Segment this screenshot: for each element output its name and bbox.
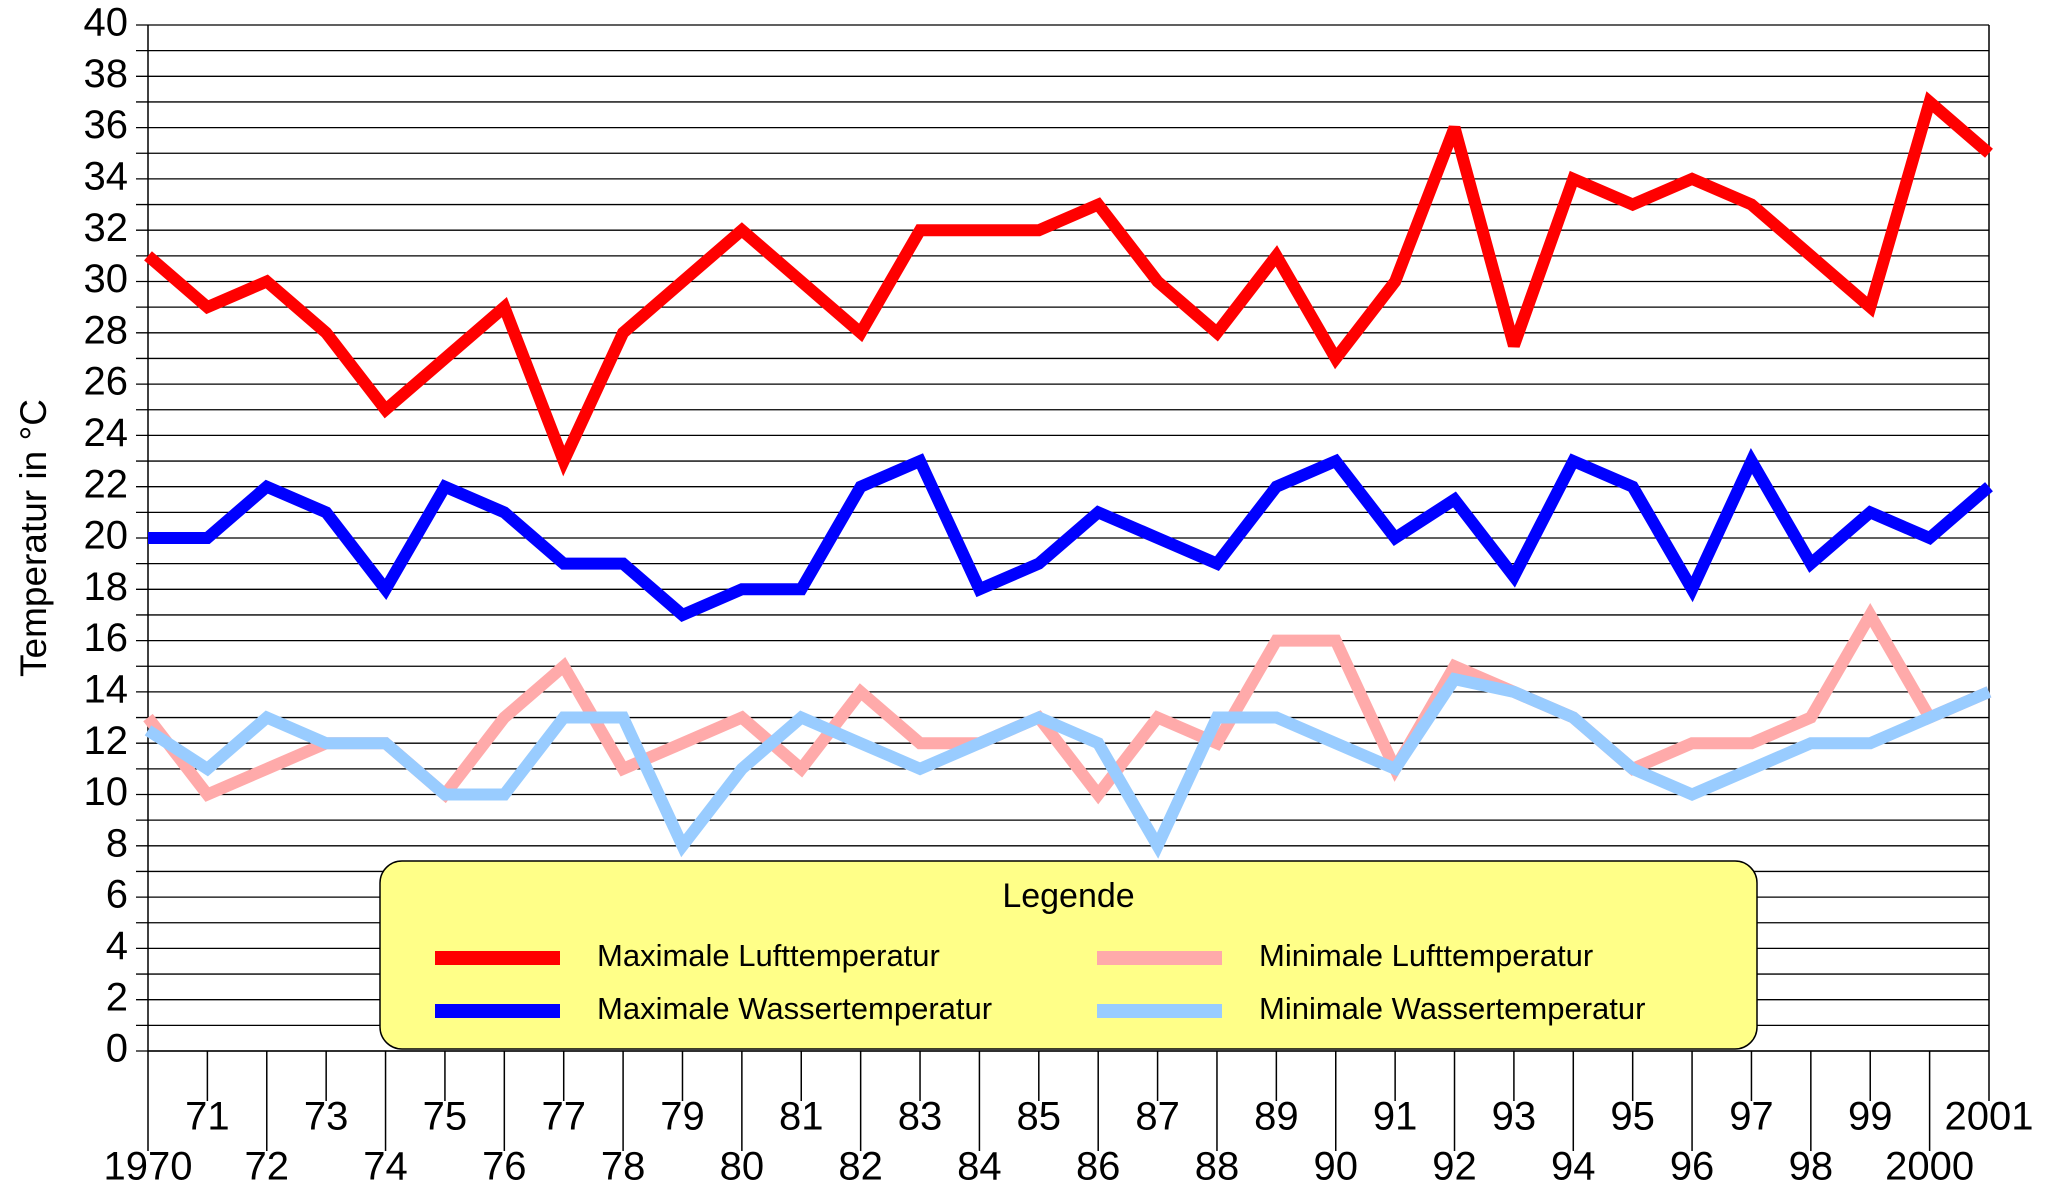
series-line bbox=[143, 602, 1992, 805]
x-tick-label: 94 bbox=[1551, 1145, 1596, 1188]
x-tick-label: 72 bbox=[245, 1145, 290, 1188]
y-tick-label: 20 bbox=[84, 514, 129, 558]
x-tick-label: 83 bbox=[898, 1095, 943, 1139]
y-tick-label: 28 bbox=[84, 308, 129, 352]
x-tick-label: 79 bbox=[660, 1095, 705, 1139]
y-tick-label: 12 bbox=[84, 719, 129, 763]
legend-label: Maximale Wassertemperatur bbox=[597, 991, 992, 1026]
y-tick-label: 40 bbox=[84, 1, 129, 45]
x-tick-label: 92 bbox=[1432, 1145, 1477, 1188]
y-tick-label: 10 bbox=[84, 770, 129, 814]
y-tick-label: 32 bbox=[84, 206, 129, 250]
legend-title: Legende bbox=[1002, 877, 1134, 915]
x-tick-label: 98 bbox=[1789, 1145, 1834, 1188]
x-tick-label: 93 bbox=[1492, 1095, 1537, 1139]
x-tick-label: 99 bbox=[1848, 1095, 1893, 1139]
x-tick-label: 1970 bbox=[104, 1145, 193, 1188]
y-tick-label: 6 bbox=[106, 873, 128, 917]
x-tick-label: 78 bbox=[601, 1145, 646, 1188]
y-tick-label: 0 bbox=[106, 1027, 128, 1071]
x-tick-label: 96 bbox=[1670, 1145, 1715, 1188]
y-tick-label: 30 bbox=[84, 257, 129, 301]
x-tick-label: 76 bbox=[482, 1145, 527, 1188]
y-tick-label: 38 bbox=[84, 52, 129, 96]
x-tick-label: 87 bbox=[1135, 1095, 1180, 1139]
y-tick-label: 16 bbox=[84, 616, 129, 660]
series-line bbox=[144, 91, 1993, 477]
y-tick-label: 22 bbox=[84, 462, 129, 506]
x-tick-label: 88 bbox=[1195, 1145, 1240, 1188]
y-tick-label: 2 bbox=[106, 975, 128, 1019]
y-tick-label: 4 bbox=[106, 924, 128, 968]
x-tick-label: 81 bbox=[779, 1095, 824, 1139]
series-line bbox=[148, 448, 1993, 622]
y-tick-label: 24 bbox=[84, 411, 129, 455]
x-tick-label: 82 bbox=[838, 1145, 883, 1188]
y-tick-label: 36 bbox=[84, 103, 129, 147]
x-tick-label: 2000 bbox=[1885, 1145, 1974, 1188]
x-tick-label: 85 bbox=[1017, 1095, 1062, 1139]
x-tick-label: 91 bbox=[1373, 1095, 1418, 1139]
x-tick-label: 2001 bbox=[1945, 1095, 2034, 1139]
x-tick-label: 71 bbox=[185, 1095, 230, 1139]
x-tick-label: 90 bbox=[1313, 1145, 1358, 1188]
x-tick-label: 80 bbox=[720, 1145, 765, 1188]
x-tick-label: 77 bbox=[541, 1095, 586, 1139]
x-tick-label: 75 bbox=[423, 1095, 468, 1139]
y-tick-label: 26 bbox=[84, 360, 129, 404]
y-tick-label: 8 bbox=[106, 821, 128, 865]
legend-label: Maximale Lufttemperatur bbox=[597, 938, 940, 973]
x-tick-label: 95 bbox=[1610, 1095, 1655, 1139]
x-tick-label: 89 bbox=[1254, 1095, 1299, 1139]
legend-box bbox=[379, 860, 1758, 1050]
x-tick-label: 73 bbox=[304, 1095, 349, 1139]
x-tick-label: 86 bbox=[1076, 1145, 1121, 1188]
x-tick-label: 97 bbox=[1729, 1095, 1774, 1139]
legend-label: Minimale Lufttemperatur bbox=[1259, 938, 1593, 973]
y-tick-label: 18 bbox=[84, 565, 129, 609]
y-axis-title: Temperatur in °C bbox=[13, 399, 54, 677]
legend-label: Minimale Wassertemperatur bbox=[1259, 991, 1645, 1026]
series-line bbox=[144, 672, 1992, 859]
x-tick-label: 84 bbox=[957, 1145, 1002, 1188]
x-tick-label: 74 bbox=[363, 1145, 408, 1188]
y-tick-label: 14 bbox=[84, 667, 129, 711]
y-tick-label: 34 bbox=[84, 154, 129, 198]
